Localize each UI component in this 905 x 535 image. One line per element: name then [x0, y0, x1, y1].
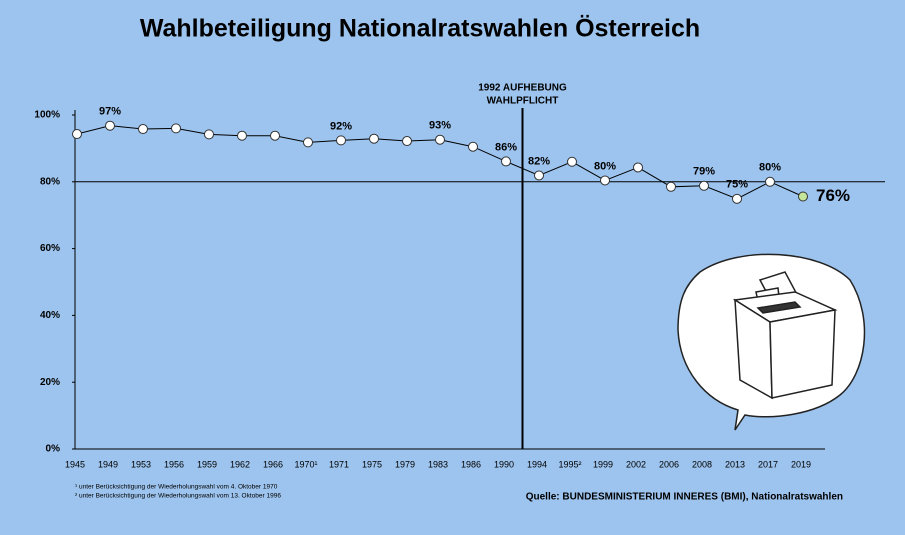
value-label: 97% [99, 106, 121, 118]
point [633, 162, 643, 173]
value-label: 76% [816, 186, 850, 205]
x-tick-label: 2013 [725, 459, 745, 469]
y-tick-label: 100% [34, 110, 60, 121]
y-tick-label: 80% [40, 176, 60, 187]
x-tick-label: 2017 [758, 459, 778, 469]
x-tick-label: 1975 [362, 459, 382, 469]
value-label: 79% [693, 166, 715, 178]
value-label: 93% [429, 120, 451, 132]
x-tick-label: 2006 [659, 459, 679, 469]
point [732, 193, 742, 204]
point [666, 181, 676, 192]
point [171, 123, 181, 134]
x-tick-label: 1945 [65, 459, 85, 469]
footnote: ¹ unter Berücksichtigung der Wiederholun… [75, 484, 278, 491]
point [204, 129, 214, 140]
x-tick-label: 1999 [593, 459, 613, 469]
value-label: 86% [495, 141, 517, 153]
point [765, 176, 775, 187]
x-tick-label: 1979 [395, 459, 415, 469]
annotation: 1992 AUFHEBUNG [478, 83, 567, 94]
x-tick-label: 1994 [527, 459, 547, 469]
x-tick-label: 2019 [791, 459, 811, 469]
point [798, 191, 808, 202]
point [567, 156, 577, 167]
x-tick-label: 1970¹ [294, 459, 317, 469]
point [270, 130, 280, 141]
point [501, 156, 511, 167]
y-tick-label: 40% [40, 310, 60, 321]
value-label: 80% [594, 160, 616, 172]
point [237, 130, 247, 141]
point [435, 134, 445, 145]
x-tick-label: 1995² [558, 459, 581, 469]
footnote: ² unter Berücksichtigung der Wiederholun… [75, 493, 281, 500]
y-tick-label: 60% [40, 243, 60, 254]
x-tick-label: 1953 [131, 459, 151, 469]
y-tick-label: 20% [40, 377, 60, 388]
x-tick-label: 1990 [494, 459, 514, 469]
value-label: 92% [330, 120, 352, 132]
x-tick-label: 1959 [197, 459, 217, 469]
x-tick-label: 2008 [692, 459, 712, 469]
source: Quelle: BUNDESMINISTERIUM INNERES (BMI),… [526, 492, 843, 503]
point [699, 180, 709, 191]
x-tick-label: 1956 [164, 459, 184, 469]
value-label: 80% [759, 162, 781, 174]
x-tick-label: 1986 [461, 459, 481, 469]
point [369, 133, 379, 144]
x-tick-label: 1971 [329, 459, 349, 469]
point [72, 129, 82, 140]
value-label: 82% [528, 155, 550, 167]
point [600, 175, 610, 186]
x-tick-label: 2002 [626, 459, 646, 469]
point [534, 170, 544, 181]
point [468, 141, 478, 152]
point [402, 136, 412, 147]
point [105, 120, 115, 131]
point [303, 137, 313, 148]
x-tick-label: 1966 [263, 459, 283, 469]
x-tick-label: 1962 [230, 459, 250, 469]
chart-title: Wahlbeteiligung Nationalratswahlen Öster… [140, 14, 700, 43]
x-tick-label: 1949 [98, 459, 118, 469]
ballot-illustration [677, 253, 866, 431]
point [336, 135, 346, 146]
value-label: 75% [726, 179, 748, 191]
point [138, 124, 148, 135]
y-tick-label: 0% [46, 444, 61, 455]
annotation: WAHLPFLICHT [487, 96, 559, 107]
x-tick-label: 1983 [428, 459, 448, 469]
